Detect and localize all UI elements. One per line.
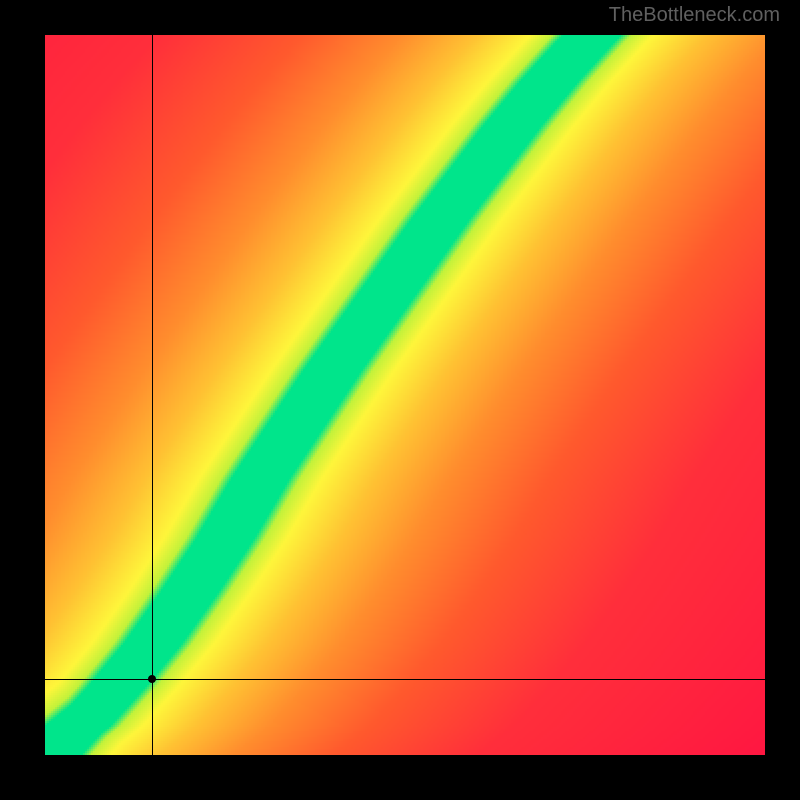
heatmap-plot <box>45 35 765 755</box>
heatmap-canvas <box>45 35 765 755</box>
crosshair-marker <box>148 675 156 683</box>
crosshair-vertical <box>152 35 153 755</box>
watermark-text: TheBottleneck.com <box>609 4 780 27</box>
